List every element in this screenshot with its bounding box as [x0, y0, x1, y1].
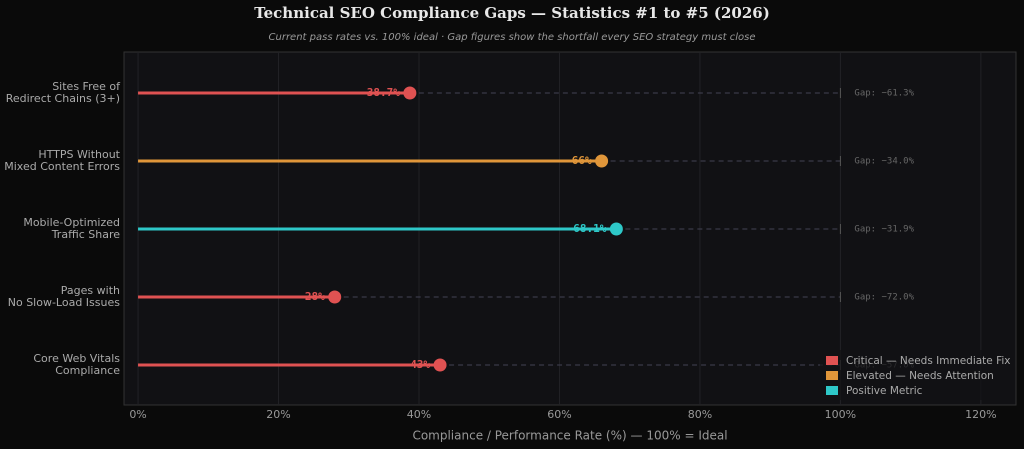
y-tick-label: HTTPS Without [38, 148, 120, 161]
legend-label: Elevated — Needs Attention [846, 370, 994, 382]
legend-swatch [826, 371, 838, 380]
chart-title: Technical SEO Compliance Gaps — Statisti… [254, 4, 770, 22]
y-tick-label: No Slow-Load Issues [8, 296, 121, 309]
x-tick-label: 60% [547, 408, 571, 421]
value-label: 38.7% [367, 86, 400, 99]
y-tick-label: Core Web Vitals [33, 352, 120, 365]
y-tick-label: Mixed Content Errors [4, 160, 120, 173]
y-tick-label: Sites Free of [52, 80, 121, 93]
x-tick-label: 100% [825, 408, 856, 421]
legend-label: Critical — Needs Immediate Fix [846, 355, 1011, 367]
value-label: 43% [410, 358, 430, 371]
gap-label: Gap: −31.9% [854, 225, 914, 235]
value-label: 66% [572, 154, 592, 167]
value-label: 68.1% [573, 222, 606, 235]
value-label: 28% [305, 290, 325, 303]
legend-label: Positive Metric [846, 385, 923, 397]
y-tick-label: Traffic Share [51, 228, 121, 241]
dot [328, 290, 342, 304]
dot [433, 358, 447, 372]
x-tick-label: 0% [129, 408, 146, 421]
dot [595, 154, 609, 168]
y-tick-label: Compliance [55, 364, 120, 377]
gap-label: Gap: −61.3% [854, 89, 914, 99]
dot [609, 222, 623, 236]
x-tick-label: 80% [688, 408, 712, 421]
x-tick-label: 120% [965, 408, 996, 421]
x-axis-label: Compliance / Performance Rate (%) — 100%… [412, 429, 727, 443]
y-tick-label: Mobile-Optimized [23, 216, 120, 229]
legend-swatch [826, 356, 838, 365]
x-tick-label: 40% [407, 408, 431, 421]
y-tick-label: Redirect Chains (3+) [6, 92, 120, 105]
chart-subtitle: Current pass rates vs. 100% ideal · Gap … [269, 32, 756, 43]
dot [403, 86, 417, 100]
legend-swatch [826, 386, 838, 395]
gap-label: Gap: −72.0% [854, 293, 914, 303]
legend-box [820, 350, 1010, 400]
y-tick-label: Pages with [61, 284, 120, 297]
x-tick-label: 20% [266, 408, 290, 421]
gap-label: Gap: −34.0% [854, 157, 914, 167]
